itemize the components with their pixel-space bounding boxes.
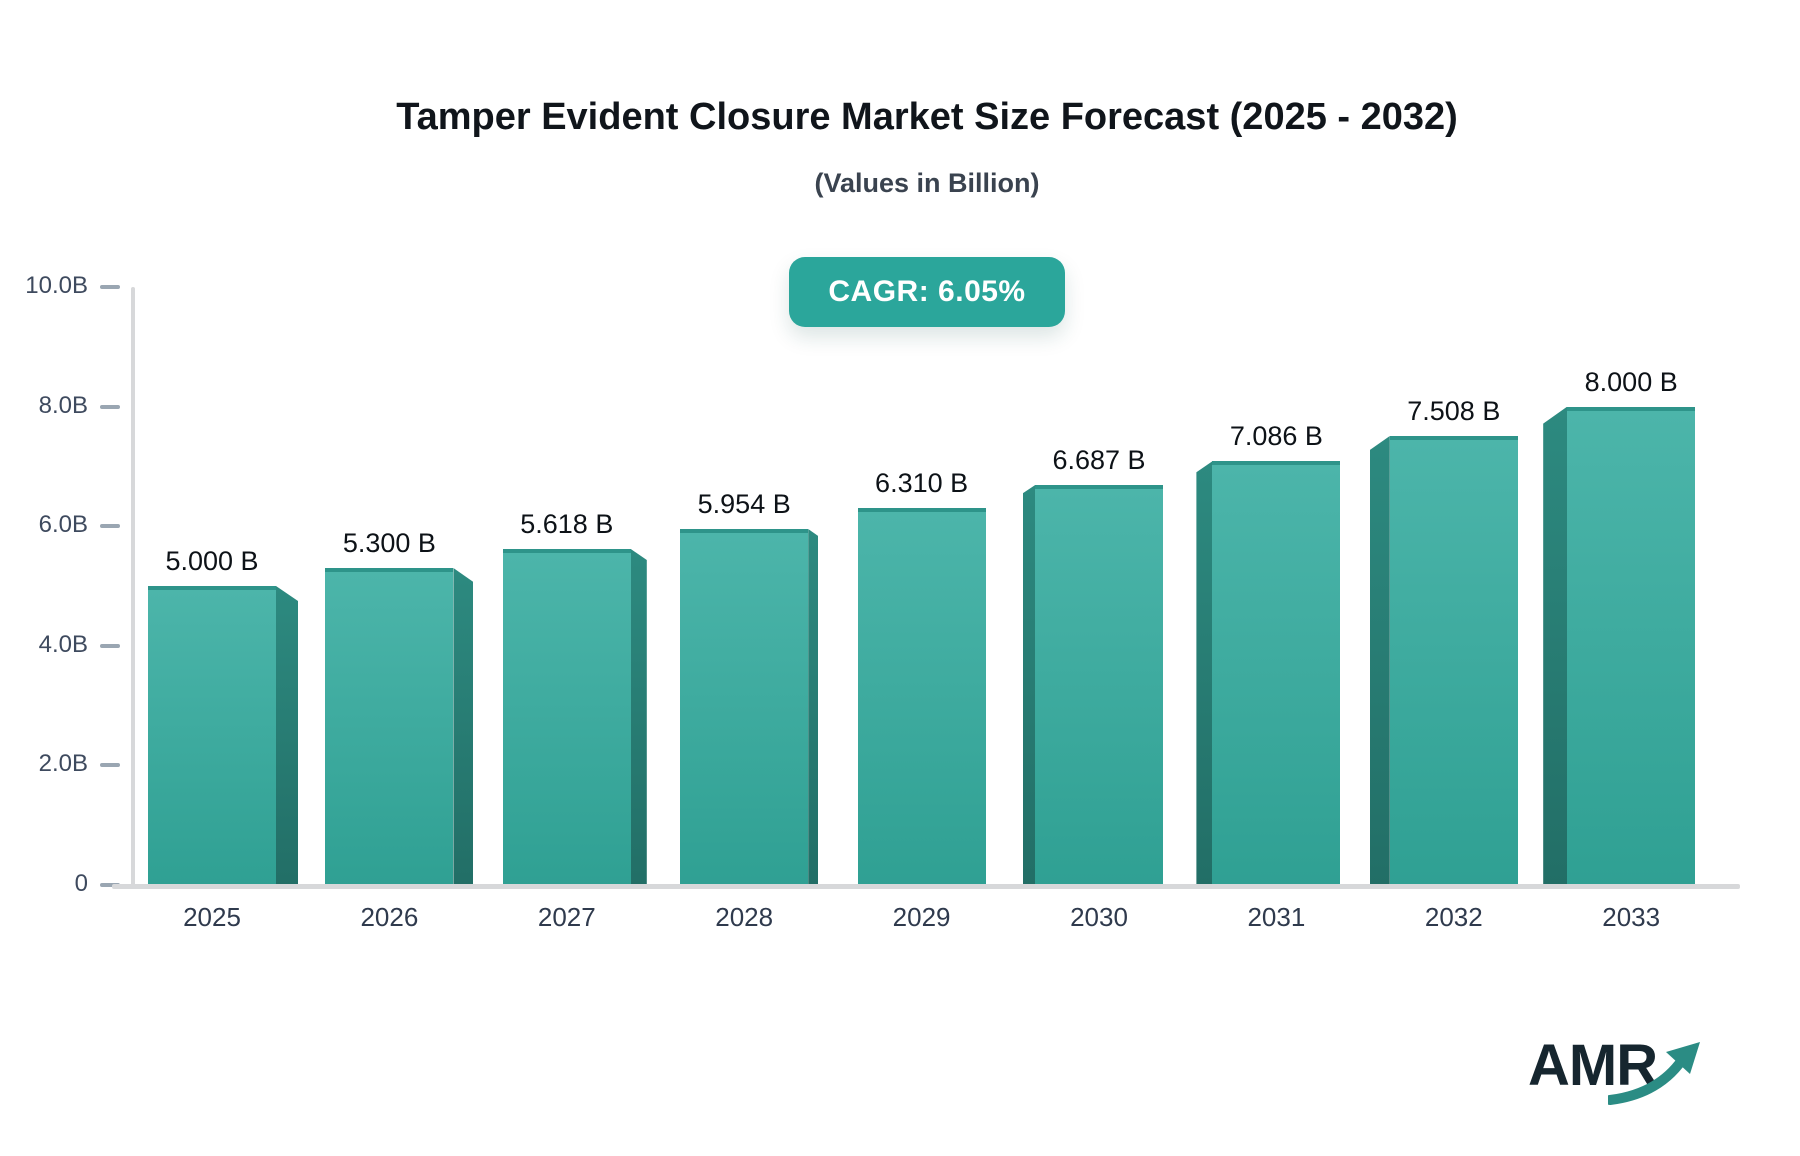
x-axis-label: 2025 xyxy=(183,902,241,932)
bar-value-label: 7.086 B xyxy=(1229,421,1323,452)
bar-2033 xyxy=(1567,406,1696,887)
y-axis-label: 6.0B xyxy=(38,511,88,539)
bar-value-label: 8.000 B xyxy=(1584,366,1678,397)
bar-value-label: 6.310 B xyxy=(875,467,969,498)
page-title: Tamper Evident Closure Market Size Forec… xyxy=(396,96,1458,138)
y-axis-tick xyxy=(100,883,120,887)
amr-logo: AMR xyxy=(1528,1032,1718,1122)
bar-3d-side xyxy=(630,549,647,889)
growth-arrow-icon xyxy=(1608,1042,1700,1105)
x-axis-label: 2033 xyxy=(1602,902,1661,932)
x-axis-label: 2026 xyxy=(360,902,419,932)
bar-2031 xyxy=(1212,461,1341,887)
y-axis-tick xyxy=(100,404,120,409)
bar-value-label: 5.954 B xyxy=(697,488,791,519)
y-axis-label: 4.0B xyxy=(38,630,88,658)
bar-2032 xyxy=(1389,436,1518,887)
page-subtitle: (Values in Billion) xyxy=(814,168,1040,198)
x-axis-label: 2030 xyxy=(1070,902,1128,932)
x-axis-label: 2027 xyxy=(537,902,596,932)
bar-2029 xyxy=(857,507,986,887)
bar-3d-side xyxy=(1543,406,1568,889)
cagr-badge: CAGR: 6.05% xyxy=(789,257,1065,327)
bar-2030 xyxy=(1035,485,1163,887)
bar-3d-side xyxy=(808,528,819,889)
y-axis-tick xyxy=(100,524,120,529)
cagr-badge-label: CAGR: 6.05% xyxy=(828,275,1026,308)
x-axis-label: 2031 xyxy=(1247,902,1306,932)
bar-value-label: 7.508 B xyxy=(1407,396,1501,427)
bar-3d-side xyxy=(1369,436,1390,889)
y-axis-label: 2.0B xyxy=(38,750,88,778)
x-axis-label: 2028 xyxy=(715,902,774,932)
y-axis-tick xyxy=(100,285,120,289)
x-axis-label: 2032 xyxy=(1424,902,1483,932)
y-axis-label: 10.0B xyxy=(25,272,88,299)
bar-2028 xyxy=(680,528,809,887)
bar-2027 xyxy=(502,549,631,887)
y-axis-label: 0 xyxy=(74,870,88,897)
bar-value-label: 5.300 B xyxy=(342,528,436,559)
x-axis-line xyxy=(112,884,1740,889)
bar-value-label: 5.000 B xyxy=(165,546,259,576)
bar-3d-side xyxy=(453,568,474,889)
bar-3d-side xyxy=(276,586,298,889)
bar-3d-side xyxy=(1023,485,1035,889)
bar-2025 xyxy=(148,586,276,887)
y-axis-tick xyxy=(100,643,120,648)
y-axis-label: 8.0B xyxy=(38,391,88,419)
x-axis-label: 2029 xyxy=(892,902,951,932)
bar-value-label: 5.618 B xyxy=(520,509,614,540)
amr-logo-text: AMR xyxy=(1528,1033,1658,1098)
bar-2026 xyxy=(325,568,454,887)
y-axis-line xyxy=(131,287,135,889)
bar-value-label: 6.687 B xyxy=(1052,445,1146,476)
y-axis-tick xyxy=(100,763,120,768)
bar-3d-side xyxy=(1196,461,1213,889)
